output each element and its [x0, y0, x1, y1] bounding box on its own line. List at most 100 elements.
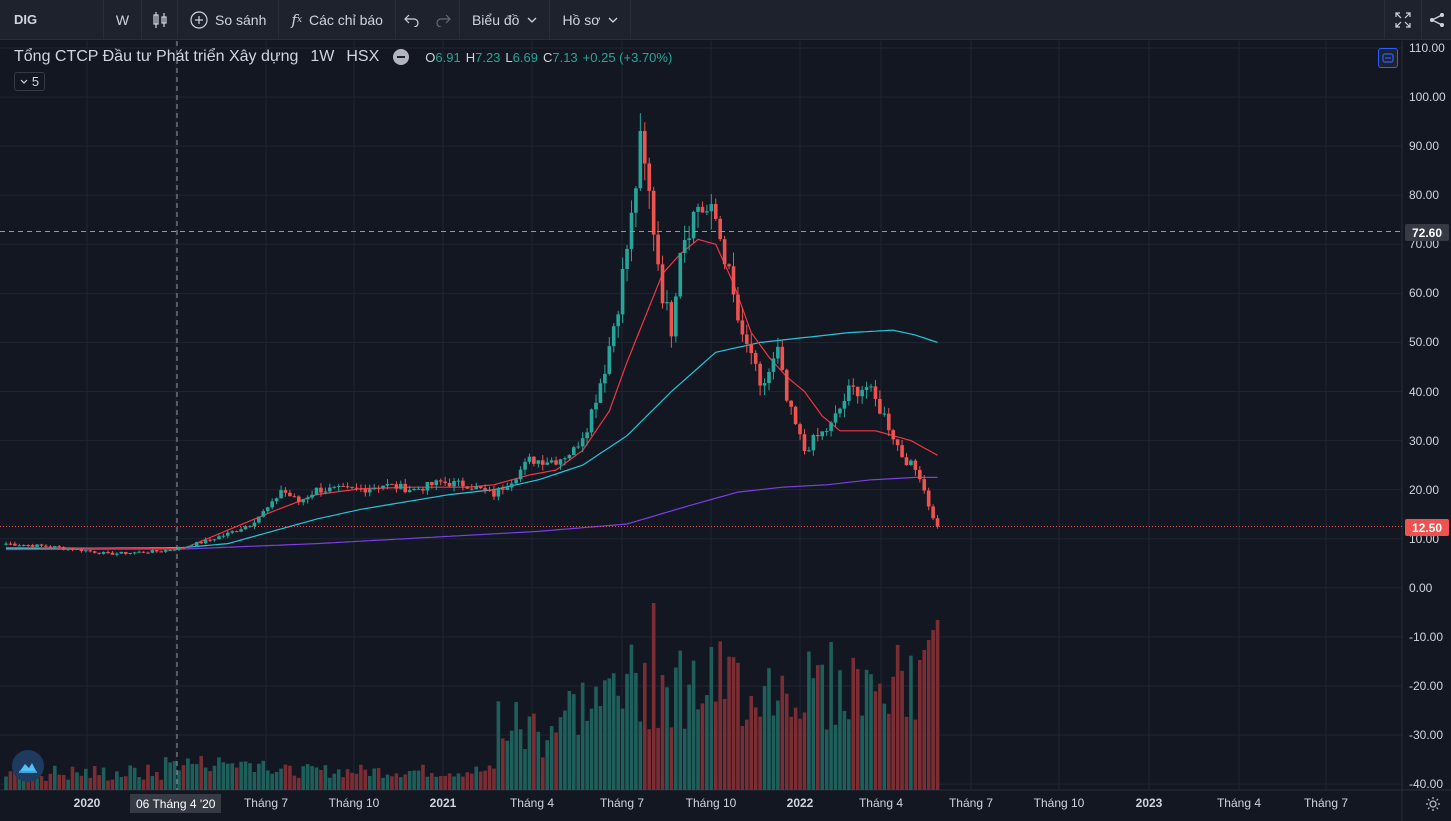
candle-body: [496, 488, 501, 497]
volume-bar: [155, 771, 159, 790]
volume-bar: [696, 709, 700, 790]
candle-body: [181, 546, 186, 548]
volume-bar: [30, 773, 35, 790]
undo-button[interactable]: [396, 0, 428, 40]
compare-label: So sánh: [215, 11, 267, 28]
volume-bar: [580, 682, 585, 790]
candle-body: [567, 455, 572, 459]
redo-button[interactable]: [428, 0, 460, 40]
volume-bar: [416, 770, 421, 790]
legend-low: 6.69: [512, 49, 538, 65]
candle-body: [492, 490, 496, 497]
lock-scale-button[interactable]: [1378, 48, 1398, 68]
share-button[interactable]: [1421, 0, 1451, 40]
volume-bar: [722, 698, 727, 790]
compare-button[interactable]: So sánh: [178, 0, 280, 40]
candle-body: [527, 456, 532, 462]
candle-body: [762, 383, 767, 386]
volume-bar: [399, 777, 403, 790]
candle-body: [367, 489, 372, 493]
volume-bar: [115, 771, 119, 790]
candle-body: [518, 469, 523, 480]
candle-body: [909, 460, 913, 466]
indicators-count: 5: [31, 74, 40, 89]
volume-bar: [288, 765, 292, 790]
volume-bar: [75, 772, 79, 790]
volume-bar: [700, 703, 705, 790]
candle-body: [474, 486, 479, 490]
volume-bar: [909, 655, 913, 790]
candle-body: [789, 400, 793, 407]
chart-style-button[interactable]: [142, 0, 178, 40]
volume-bar: [798, 718, 802, 790]
candle-body: [261, 511, 266, 517]
candle-body: [487, 490, 492, 492]
legend-exchange: HSX: [346, 48, 380, 65]
candle-body: [252, 522, 257, 527]
candle-body: [274, 498, 279, 502]
volume-bar: [620, 708, 625, 790]
time-axis-label: Tháng 7: [243, 796, 289, 810]
chevron-down-icon: [527, 17, 537, 23]
candle-body: [168, 549, 172, 551]
time-axis-label: Tháng 4: [858, 796, 904, 810]
volume-bar: [456, 773, 461, 790]
volume-bar: [523, 749, 527, 790]
chart-settings-button[interactable]: [1424, 795, 1442, 813]
candle-body: [678, 252, 683, 297]
volume-bar: [106, 780, 110, 790]
candle-body: [354, 487, 359, 489]
symbol-search-button[interactable]: DIG: [0, 0, 104, 40]
time-axis-label: Tháng 10: [328, 796, 380, 810]
volume-bar: [234, 767, 239, 790]
candle-body: [878, 398, 882, 414]
gear-icon: [1425, 796, 1441, 812]
volume-bar: [527, 716, 532, 790]
volume-bar: [713, 701, 718, 790]
candle-body: [931, 506, 935, 519]
candle-body: [456, 480, 461, 482]
candle-body: [376, 487, 381, 489]
volume-bar: [935, 620, 940, 790]
chart-menu-button[interactable]: Biểu đồ: [460, 0, 551, 40]
hide-series-icon[interactable]: [393, 49, 410, 65]
candle-body: [860, 389, 864, 397]
candle-body: [851, 385, 856, 387]
volume-bar: [669, 727, 674, 790]
volume-bar: [123, 776, 128, 790]
profile-menu-button[interactable]: Hồ sơ: [550, 0, 632, 40]
candle-body: [141, 551, 146, 553]
indicators-collapse-button[interactable]: 5: [14, 72, 45, 91]
volume-bar: [554, 732, 558, 790]
legend-interval: 1W: [310, 48, 335, 65]
fullscreen-button[interactable]: [1384, 0, 1420, 40]
candle-body: [926, 490, 931, 507]
candle-body: [123, 551, 128, 554]
volume-bar: [257, 763, 261, 790]
candle-body: [873, 386, 878, 399]
volume-bar: [589, 708, 594, 790]
interval-button[interactable]: W: [104, 0, 142, 40]
volume-bar: [709, 646, 714, 790]
volume-bar: [931, 630, 935, 790]
candle-body: [625, 248, 629, 269]
time-axis-label: 2021: [429, 796, 457, 810]
volume-bar: [642, 662, 647, 790]
candle-body: [696, 206, 700, 212]
candle-body: [469, 488, 474, 490]
candle-body: [438, 480, 443, 482]
candle-body: [407, 490, 412, 493]
volume-bar: [687, 684, 691, 790]
volume-bar: [833, 724, 838, 790]
volume-bar: [532, 713, 536, 790]
candle-body: [709, 204, 714, 212]
volume-bar: [57, 774, 62, 790]
broker-logo[interactable]: [12, 750, 44, 782]
candle-body: [110, 552, 115, 555]
price-axis-label: 40.00: [1409, 384, 1440, 399]
chevron-down-icon: [608, 17, 618, 23]
volume-bar: [296, 777, 301, 790]
